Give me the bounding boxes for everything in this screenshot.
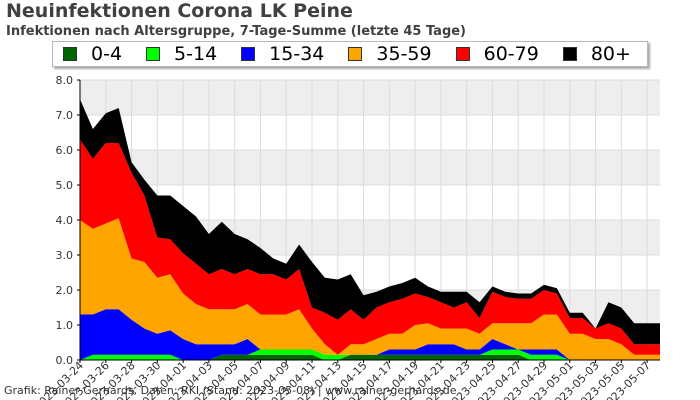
series-area-35-59 — [80, 218, 660, 360]
legend-item-60-79: 60-79 — [455, 43, 539, 65]
y-tick-label: 2.0 — [56, 284, 74, 297]
legend-swatch-15-34 — [241, 47, 256, 61]
series-area-60-79 — [80, 139, 660, 355]
legend-item-35-59: 35-59 — [348, 43, 432, 65]
grid-band — [80, 150, 660, 185]
legend-label-5-14: 5-14 — [174, 43, 218, 65]
y-tick-label: 6.0 — [56, 144, 74, 157]
legend-label-80-plus: 80+ — [590, 43, 631, 65]
series-area-5-14 — [80, 349, 660, 360]
legend-label-35-59: 35-59 — [376, 43, 432, 65]
legend-swatch-5-14 — [146, 47, 161, 61]
legend-item-5-14: 5-14 — [146, 43, 217, 65]
chart-legend: 0-4 5-14 15-34 35-59 60-79 80+ — [52, 41, 648, 67]
chart-subtitle: Infektionen nach Altersgruppe, 7-Tage-Su… — [6, 24, 467, 39]
legend-item-80-plus: 80+ — [562, 43, 631, 65]
legend-label-0-4: 0-4 — [91, 43, 123, 65]
grid-band — [80, 80, 660, 115]
legend-swatch-60-79 — [455, 47, 470, 61]
legend-item-0-4: 0-4 — [63, 43, 122, 65]
series-area-80-plus — [80, 99, 660, 345]
y-tick-label: 7.0 — [56, 109, 74, 122]
y-tick-label: 3.0 — [56, 249, 74, 262]
legend-swatch-35-59 — [348, 47, 363, 61]
y-tick-label: 8.0 — [56, 74, 74, 87]
legend-label-60-79: 60-79 — [483, 43, 539, 65]
y-tick-label: 0.0 — [56, 354, 74, 367]
legend-label-15-34: 15-34 — [269, 43, 325, 65]
series-area-15-34 — [80, 309, 660, 360]
legend-swatch-80-plus — [562, 47, 577, 61]
legend-item-15-34: 15-34 — [241, 43, 324, 65]
y-tick-label: 5.0 — [56, 179, 74, 192]
chart-title: Neuinfektionen Corona LK Peine — [6, 0, 353, 22]
legend-swatch-0-4 — [63, 47, 77, 61]
series-area-0-4 — [80, 354, 660, 360]
chart-footer: Grafik: Rainer Gerhards, Daten: RKI (Sta… — [4, 384, 457, 397]
y-tick-label: 4.0 — [56, 214, 74, 227]
y-tick-label: 1.0 — [56, 319, 74, 332]
